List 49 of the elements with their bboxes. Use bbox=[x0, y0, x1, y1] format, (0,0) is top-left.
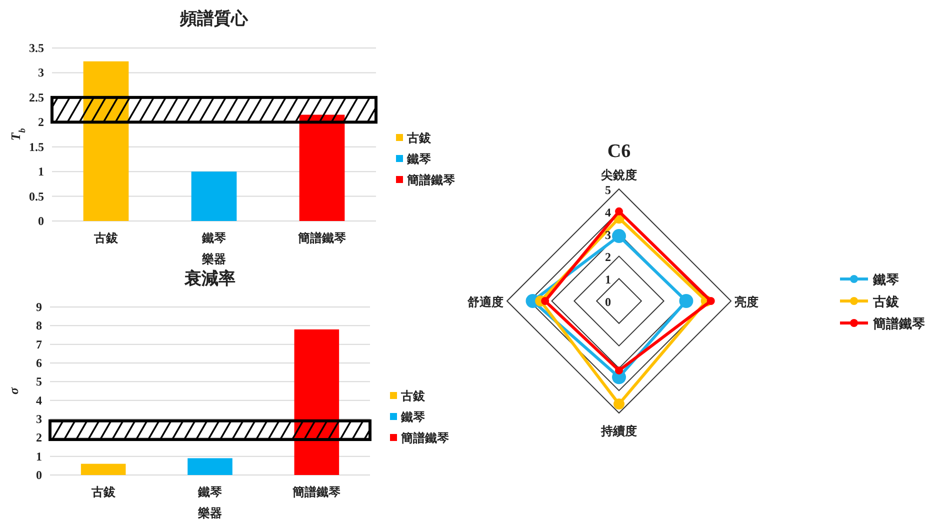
legend-label: 鐵琴 bbox=[400, 410, 425, 424]
y-tick-label: 2 bbox=[605, 250, 611, 264]
x-axis-title: 樂器 bbox=[197, 506, 222, 520]
y-tick-label: 3 bbox=[605, 228, 611, 242]
legend-label: 簡譜鐵琴 bbox=[406, 173, 455, 187]
y-tick-label: 9 bbox=[36, 300, 42, 314]
y-tick-label: 4 bbox=[605, 205, 611, 220]
legend-label: 簡譜鐵琴 bbox=[872, 316, 925, 331]
y-axis-title: σ bbox=[6, 386, 21, 395]
x-tick-label: 古鈸 bbox=[93, 231, 119, 245]
y-tick-label: 0 bbox=[38, 214, 44, 228]
x-tick-label: 鐵琴 bbox=[197, 485, 222, 499]
y-tick-label: 1 bbox=[36, 449, 42, 464]
x-tick-label: 古鈸 bbox=[90, 485, 116, 499]
legend-label: 簡譜鐵琴 bbox=[400, 431, 449, 445]
y-tick-label: 0 bbox=[36, 468, 42, 482]
y-tick-label: 7 bbox=[36, 337, 42, 352]
y-tick-label: 1.5 bbox=[29, 140, 44, 154]
legend-label: 古鈸 bbox=[406, 131, 432, 145]
y-tick-label: 6 bbox=[36, 356, 42, 370]
y-tick-label: 1 bbox=[38, 164, 44, 179]
y-tick-label: 1 bbox=[605, 272, 611, 287]
x-tick-label: 鐵琴 bbox=[201, 231, 226, 245]
spoke-label: 尖銳度 bbox=[600, 168, 637, 182]
legend-label: 鐵琴 bbox=[406, 152, 431, 166]
x-tick-label: 簡譜鐵琴 bbox=[292, 485, 341, 499]
y-tick-label: 8 bbox=[36, 318, 42, 333]
spoke-label: 亮度 bbox=[733, 295, 758, 309]
y-tick-label: 3 bbox=[38, 66, 44, 80]
y-tick-label: 0 bbox=[605, 295, 611, 309]
legend-label: 鐵琴 bbox=[872, 272, 899, 287]
chart-title: C6 bbox=[607, 141, 631, 162]
y-tick-label: 3.5 bbox=[29, 41, 44, 55]
y-tick-label: 0.5 bbox=[29, 189, 44, 204]
legend-label: 古鈸 bbox=[400, 389, 426, 403]
y-tick-label: 2 bbox=[38, 115, 44, 130]
spoke-label: 舒適度 bbox=[466, 295, 504, 309]
chart-title: 衰減率 bbox=[184, 269, 236, 288]
y-tick-label: 5 bbox=[36, 374, 42, 389]
y-tick-label: 5 bbox=[605, 183, 611, 197]
spoke-label: 持續度 bbox=[600, 424, 637, 438]
x-tick-label: 簡譜鐵琴 bbox=[297, 231, 346, 245]
y-tick-label: 3 bbox=[36, 412, 42, 426]
chart-title: 頻譜質心 bbox=[179, 9, 249, 28]
y-tick-label: 2.5 bbox=[29, 90, 44, 104]
x-axis-title: 樂器 bbox=[201, 252, 226, 266]
legend-label: 古鈸 bbox=[872, 294, 900, 309]
y-tick-label: 4 bbox=[36, 393, 42, 408]
y-tick-label: 2 bbox=[36, 430, 42, 445]
